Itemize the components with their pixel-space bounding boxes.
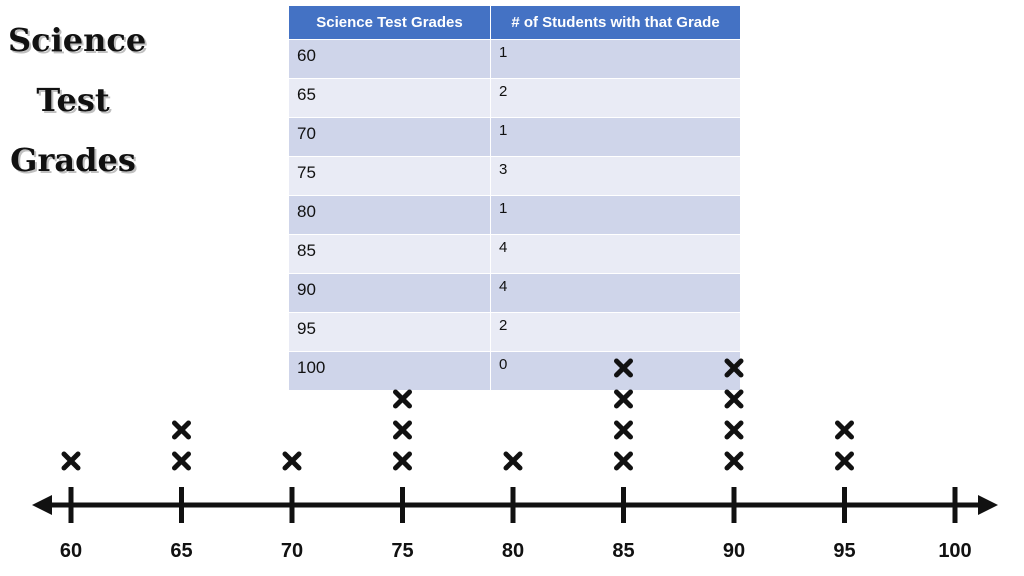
grade-cell: 65 xyxy=(288,78,491,118)
tick-label: 95 xyxy=(833,540,855,562)
count-cell: 2 xyxy=(490,312,741,352)
title-line: Test xyxy=(36,81,110,119)
table-row: 85 4 xyxy=(288,234,741,274)
left-arrow xyxy=(32,495,52,515)
table-body: 60 1 65 2 70 1 75 3 80 1 85 4 90 4 95 2 100 0 xyxy=(288,39,741,391)
grade-cell: 85 xyxy=(288,234,491,274)
table-row: 80 1 xyxy=(288,195,741,235)
count-cell: 4 xyxy=(490,234,741,274)
grade-cell: 90 xyxy=(288,273,491,313)
x-mark xyxy=(835,451,854,471)
count-cell: 2 xyxy=(490,78,741,118)
x-mark xyxy=(172,451,191,471)
chart-title: Science Test Grades xyxy=(8,10,147,190)
table-row: 95 2 xyxy=(288,312,741,352)
table-row: 90 4 xyxy=(288,273,741,313)
x-mark xyxy=(393,420,412,440)
tick-label: 90 xyxy=(723,540,745,562)
x-mark xyxy=(282,451,302,471)
x-mark xyxy=(724,358,744,378)
count-cell: 1 xyxy=(490,117,741,157)
x-mark xyxy=(835,420,854,440)
tick-label: 80 xyxy=(502,540,524,562)
grade-cell: 100 xyxy=(288,351,491,391)
tick-label: 85 xyxy=(612,540,634,562)
x-mark xyxy=(393,389,412,409)
header-grades: Science Test Grades xyxy=(288,5,491,40)
grades-table: Science Test Grades # of Students with t… xyxy=(288,5,741,391)
x-mark xyxy=(503,451,523,471)
tick-label: 75 xyxy=(391,540,413,562)
x-mark xyxy=(724,420,744,440)
tick-label: 70 xyxy=(281,540,303,562)
table-row: 75 3 xyxy=(288,156,741,196)
right-arrow xyxy=(978,495,998,515)
dot-plot: 60 65 70 75 80 85 90 95 100 xyxy=(32,358,998,562)
tick-label: 60 xyxy=(60,540,82,562)
count-cell: 1 xyxy=(490,195,741,235)
grade-cell: 70 xyxy=(288,117,491,157)
title-line: Grades xyxy=(10,141,136,179)
table-row: 60 1 xyxy=(288,39,741,79)
count-cell: 1 xyxy=(490,39,741,79)
title-line: Science xyxy=(8,21,147,59)
x-mark xyxy=(614,358,633,378)
x-mark xyxy=(614,389,633,409)
grade-cell: 95 xyxy=(288,312,491,352)
x-mark xyxy=(614,451,633,471)
grade-cell: 80 xyxy=(288,195,491,235)
x-mark xyxy=(724,451,744,471)
header-count: # of Students with that Grade xyxy=(490,5,741,40)
x-mark xyxy=(614,420,633,440)
count-cell: 3 xyxy=(490,156,741,196)
x-mark xyxy=(724,389,744,409)
x-mark xyxy=(172,420,191,440)
tick-label: 65 xyxy=(170,540,192,562)
x-mark xyxy=(61,451,81,471)
count-cell: 4 xyxy=(490,273,741,313)
table-row: 70 1 xyxy=(288,117,741,157)
tick-label: 100 xyxy=(938,540,971,562)
grade-cell: 75 xyxy=(288,156,491,196)
x-mark xyxy=(393,451,412,471)
table-header-row: Science Test Grades # of Students with t… xyxy=(288,5,741,40)
grade-cell: 60 xyxy=(288,39,491,79)
table-row: 65 2 xyxy=(288,78,741,118)
